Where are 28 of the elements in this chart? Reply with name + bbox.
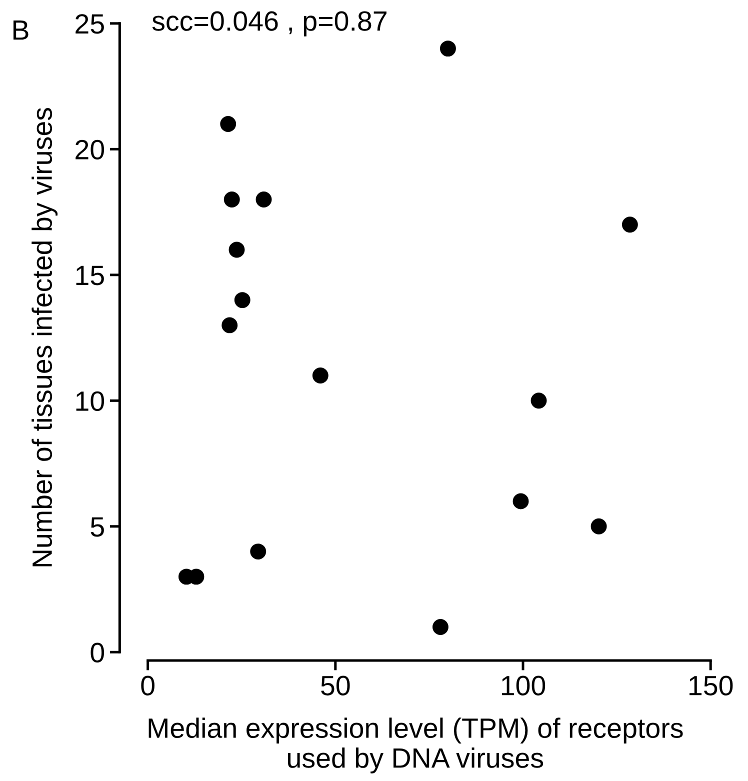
- point: [234, 292, 250, 308]
- y-tick-label: 15: [76, 266, 104, 286]
- point: [432, 619, 448, 635]
- point: [222, 317, 238, 334]
- point: [312, 368, 328, 384]
- point: [622, 216, 638, 233]
- point: [224, 191, 240, 208]
- point: [512, 493, 529, 510]
- y-tick-label: 25: [76, 14, 104, 34]
- point: [590, 518, 607, 534]
- y-tick-label: 20: [76, 140, 104, 160]
- point: [530, 392, 547, 409]
- x-tick-label: 50: [321, 676, 350, 696]
- y-axis-title: Number of tissues infected by viruses: [32, 108, 58, 566]
- x-axis-title: Median expression level (TPM) of receptors used by DNA viruses: [148, 718, 683, 774]
- point: [250, 544, 266, 560]
- y-tick-label: 0: [90, 642, 104, 662]
- x-tick-label: 150: [690, 676, 733, 696]
- text: B: [14, 20, 28, 40]
- x-tick-label: 100: [502, 676, 546, 696]
- annotation: scc=0.046 , p=0.87: [152, 11, 386, 36]
- point: [440, 40, 456, 57]
- x-tick-label: 0: [141, 676, 154, 696]
- y-tick-label: 10: [76, 391, 104, 411]
- y-tick-label: 5: [90, 517, 104, 537]
- point: [256, 191, 272, 208]
- point: [220, 116, 236, 132]
- point: [228, 242, 245, 258]
